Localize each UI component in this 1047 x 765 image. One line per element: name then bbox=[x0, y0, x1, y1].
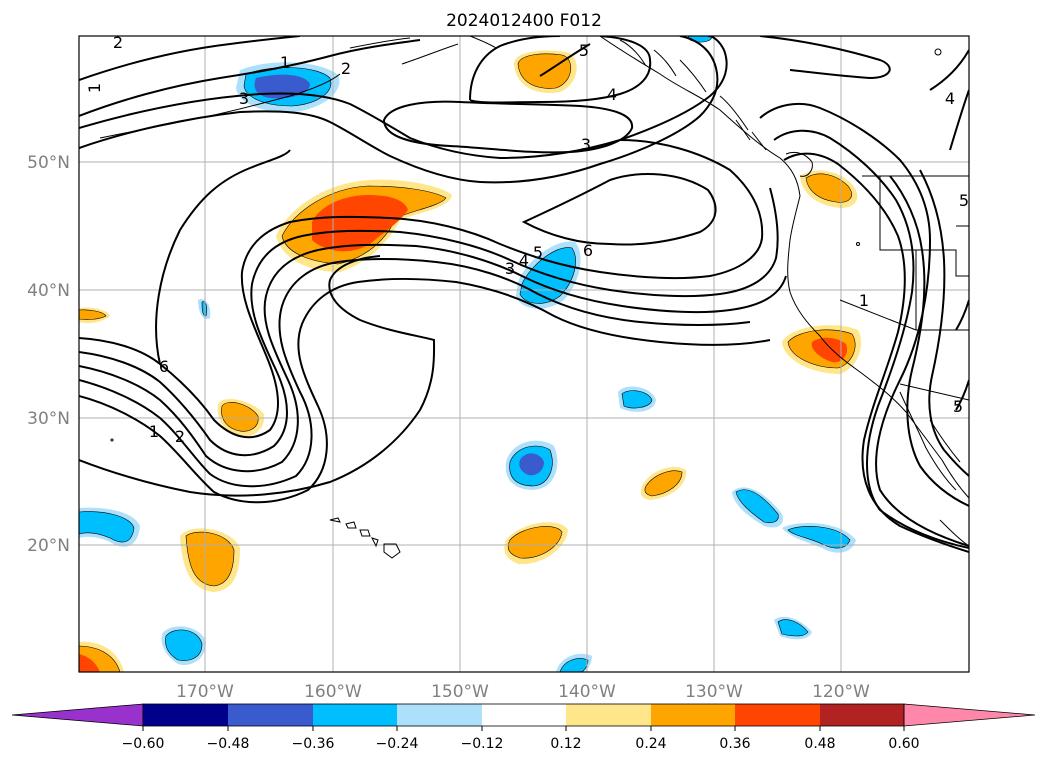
map-title: 2024012400 F012 bbox=[446, 11, 602, 31]
colorbar-bin bbox=[651, 704, 735, 726]
contour-label: 4 bbox=[519, 251, 529, 270]
lon-label: 150°W bbox=[431, 682, 489, 702]
contour-label: 6 bbox=[159, 357, 169, 376]
contour-label: 1 bbox=[280, 53, 290, 72]
colorbar-extend-high bbox=[903, 703, 1036, 727]
grid-lines bbox=[79, 36, 969, 672]
lat-label: 40°N bbox=[27, 281, 70, 301]
contour-label: 5 bbox=[533, 243, 543, 262]
plot-area: 2 1 2 3 1 5 4 3 3 4 5 6 6 1 2 1 4 5 5 bbox=[79, 33, 969, 672]
contour-label-group: 2 1 2 3 1 5 4 3 3 4 5 6 6 1 2 1 4 5 5 bbox=[85, 33, 969, 446]
contour-label: 1 bbox=[85, 83, 104, 93]
colorbar-bin bbox=[228, 704, 313, 726]
latitude-labels: 50°N 40°N 30°N 20°N bbox=[27, 153, 70, 556]
contour-label: 5 bbox=[953, 397, 963, 416]
contour-label: 4 bbox=[945, 89, 955, 108]
colorbar: −0.60 −0.48 −0.36 −0.24 −0.12 0.12 0.24 … bbox=[11, 703, 1036, 752]
colorbar-bin bbox=[820, 704, 904, 726]
contour-label: 3 bbox=[581, 135, 591, 154]
contour-label: 5 bbox=[579, 41, 589, 60]
colorbar-bin bbox=[143, 704, 228, 726]
contour-label: 3 bbox=[239, 89, 249, 108]
longitude-labels: 170°W 160°W 150°W 140°W 130°W 120°W bbox=[176, 682, 870, 702]
contour-label: 1 bbox=[859, 291, 869, 310]
lat-label: 50°N bbox=[27, 153, 70, 173]
plot-frame bbox=[78, 35, 970, 673]
colorbar-bin bbox=[566, 704, 651, 726]
lon-label: 160°W bbox=[304, 682, 362, 702]
contour-label: 4 bbox=[607, 85, 617, 104]
contour-label: 5 bbox=[959, 191, 969, 210]
colorbar-tick-label: −0.24 bbox=[376, 736, 419, 752]
contour-label: 2 bbox=[113, 33, 123, 52]
contour-label: 2 bbox=[175, 427, 185, 446]
lon-label: 170°W bbox=[176, 682, 234, 702]
colorbar-extend-low bbox=[11, 703, 144, 727]
colorbar-tick-label: 0.24 bbox=[635, 736, 666, 752]
lon-label: 140°W bbox=[558, 682, 616, 702]
lon-label: 120°W bbox=[812, 682, 870, 702]
colorbar-tick-label: 0.36 bbox=[719, 736, 750, 752]
colorbar-tick-label: 0.60 bbox=[888, 736, 919, 752]
colorbar-tick-label: −0.48 bbox=[207, 736, 250, 752]
contour-label: 3 bbox=[505, 259, 515, 278]
colorbar-bin bbox=[735, 704, 820, 726]
colorbar-tick-label: −0.36 bbox=[292, 736, 335, 752]
colorbar-bin bbox=[482, 704, 566, 726]
contour-label: 2 bbox=[341, 59, 351, 78]
contour-label: 1 bbox=[149, 422, 159, 441]
contour-lines bbox=[79, 36, 969, 553]
lon-label: 130°W bbox=[685, 682, 743, 702]
colorbar-bin bbox=[313, 704, 397, 726]
lat-label: 20°N bbox=[27, 536, 70, 556]
colorbar-ticks bbox=[142, 726, 905, 731]
colorbar-tick-label: 0.12 bbox=[550, 736, 581, 752]
colorbar-tick-label: −0.12 bbox=[461, 736, 504, 752]
contour-label: 6 bbox=[583, 241, 593, 260]
lat-label: 30°N bbox=[27, 409, 70, 429]
colorbar-bin bbox=[397, 704, 482, 726]
colorbar-tick-label: −0.60 bbox=[122, 736, 165, 752]
colorbar-tick-label: 0.48 bbox=[804, 736, 835, 752]
